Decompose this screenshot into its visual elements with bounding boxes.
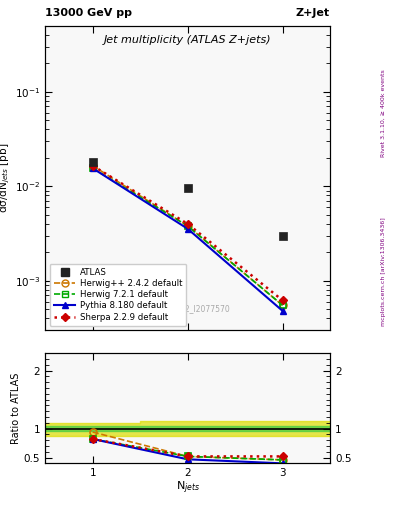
Text: 13000 GeV pp: 13000 GeV pp: [45, 8, 132, 18]
Legend: ATLAS, Herwig++ 2.4.2 default, Herwig 7.2.1 default, Pythia 8.180 default, Sherp: ATLAS, Herwig++ 2.4.2 default, Herwig 7.…: [50, 264, 186, 326]
Text: mcplots.cern.ch [arXiv:1306.3436]: mcplots.cern.ch [arXiv:1306.3436]: [381, 217, 386, 326]
Text: Z+Jet: Z+Jet: [296, 8, 330, 18]
Y-axis label: dσ/dN$_{jets}$ [pb]: dσ/dN$_{jets}$ [pb]: [0, 143, 12, 213]
Y-axis label: Ratio to ATLAS: Ratio to ATLAS: [11, 373, 21, 444]
Text: Rivet 3.1.10, ≥ 400k events: Rivet 3.1.10, ≥ 400k events: [381, 69, 386, 157]
Text: ATLAS_2022_I2077570: ATLAS_2022_I2077570: [144, 305, 231, 313]
X-axis label: N$_{jets}$: N$_{jets}$: [176, 480, 200, 496]
Text: Jet multiplicity (ATLAS Z+jets): Jet multiplicity (ATLAS Z+jets): [104, 35, 272, 45]
